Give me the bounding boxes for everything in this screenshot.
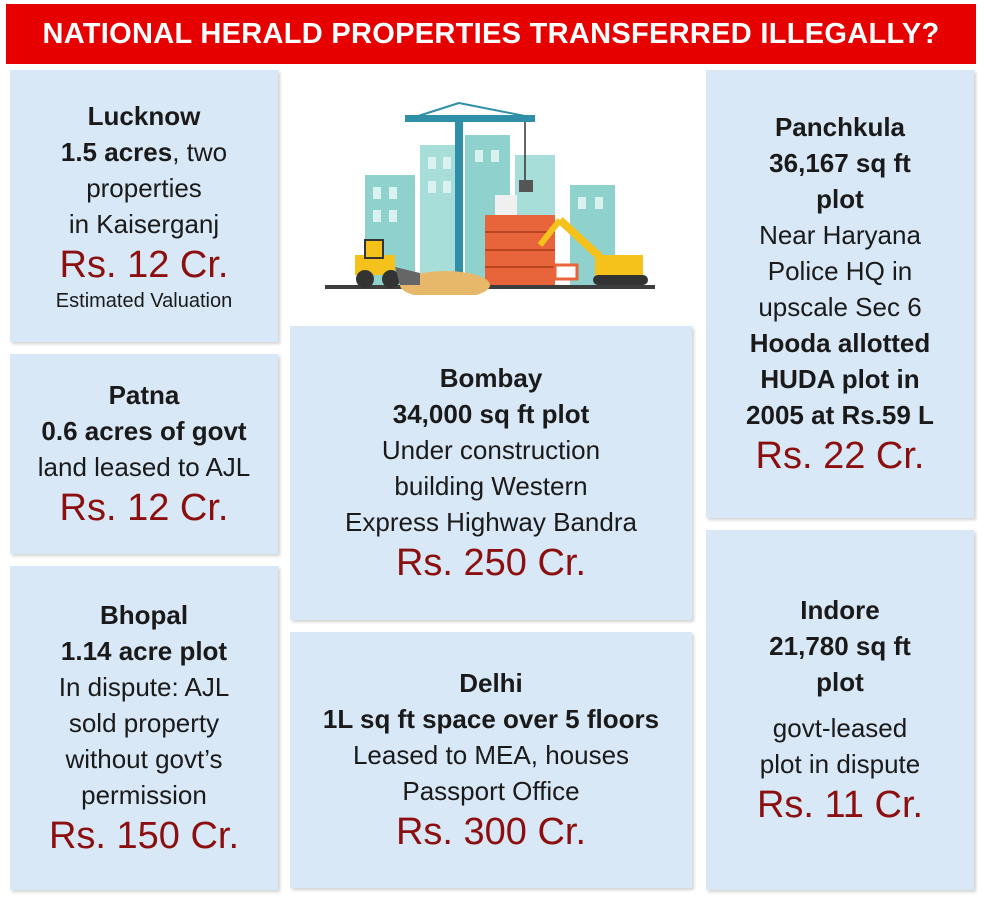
property-detail: in Kaiserganj [68,209,220,239]
city-name: Bhopal [99,600,189,630]
property-detail: In dispute: AJL [58,672,230,702]
card-bombay: Bombay 34,000 sq ft plot Under construct… [290,326,692,620]
card-lucknow: Lucknow 1.5 acres, two properties in Kai… [10,70,278,342]
property-size: 36,167 sq ft [769,148,911,178]
city-name: Patna [108,380,180,410]
valuation: Rs. 11 Cr. [756,784,924,826]
valuation: Rs. 300 Cr. [395,811,587,853]
property-size: 21,780 sq ft [769,631,911,661]
property-detail: plot in dispute [759,749,921,779]
property-size: plot [816,184,864,214]
card-patna: Patna 0.6 acres of govt land leased to A… [10,354,278,554]
valuation: Rs. 12 Cr. [59,487,229,529]
city-name: Panchkula [774,112,906,142]
property-detail: upscale Sec 6 [758,292,922,322]
card-bhopal: Bhopal 1.14 acre plot In dispute: AJL so… [10,566,278,890]
valuation: Rs. 250 Cr. [395,542,587,584]
card-panchkula: Panchkula 36,167 sq ft plot Near Haryana… [706,70,974,518]
city-name: Delhi [459,668,523,698]
property-detail: Police HQ in [767,256,913,286]
property-detail: without govt’s [65,744,223,774]
property-detail: building Western [394,471,588,501]
property-detail: land leased to AJL [37,452,251,482]
property-detail: Under construction [381,435,601,465]
page-title: NATIONAL HERALD PROPERTIES TRANSFERRED I… [42,17,940,50]
allotment-note: Hooda allotted [749,328,931,358]
property-size: plot [816,667,864,697]
property-detail: sold property [68,708,220,738]
valuation: Rs. 12 Cr. [59,244,229,286]
card-delhi: Delhi 1L sq ft space over 5 floors Lease… [290,632,692,888]
construction-site-icon [325,102,655,295]
title-banner: NATIONAL HERALD PROPERTIES TRANSFERRED I… [6,4,976,64]
allotment-note: HUDA plot in [760,364,920,394]
property-detail: Leased to MEA, houses [352,740,630,770]
property-size: 0.6 acres of govt [41,416,247,446]
allotment-note: 2005 at Rs.59 L [746,400,934,430]
valuation-note: Estimated Valuation [55,290,233,312]
city-name: Indore [800,595,880,625]
property-detail: Passport Office [402,776,580,806]
property-detail: govt-leased [772,713,908,743]
property-size: 1L sq ft space over 5 floors [322,704,660,734]
valuation: Rs. 150 Cr. [48,815,240,857]
city-name: Lucknow [87,101,201,131]
card-indore: Indore 21,780 sq ft plot govt-leased plo… [706,530,974,890]
property-size: 1.14 acre plot [60,636,228,666]
property-detail: permission [81,780,207,810]
city-name: Bombay [439,363,543,393]
property-detail: Near Haryana [759,220,921,250]
property-size: 1.5 acres, two [60,137,228,167]
property-detail: properties [86,173,202,203]
property-size: 34,000 sq ft plot [392,399,590,429]
property-detail: Express Highway Bandra [345,507,637,537]
valuation: Rs. 22 Cr. [755,435,925,477]
